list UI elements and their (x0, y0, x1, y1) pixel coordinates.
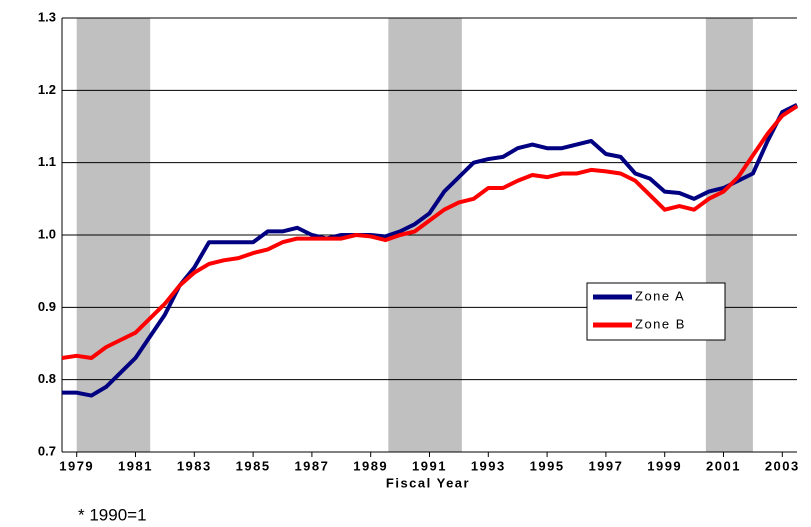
x-tick-label: 1997 (588, 458, 623, 473)
x-tick-label: 1979 (59, 458, 94, 473)
x-tick-label: 1985 (236, 458, 271, 473)
x-tick-label: 2003 (765, 458, 800, 473)
x-tick-label: 1987 (294, 458, 329, 473)
x-tick-label: 2001 (706, 458, 741, 473)
legend-label: Zone B (635, 316, 686, 331)
x-tick-label: 1981 (118, 458, 153, 473)
note: * 1990=1 (78, 505, 147, 524)
x-tick-label: 1995 (530, 458, 565, 473)
y-tick-label: 0.8 (38, 371, 56, 386)
y-tick-label: 0.7 (38, 443, 56, 458)
x-tick-label: 1983 (177, 458, 212, 473)
y-tick-label: 1.0 (38, 226, 56, 241)
y-tick-label: 1.3 (38, 9, 56, 24)
x-tick-label: 1989 (353, 458, 388, 473)
x-tick-label: 1993 (471, 458, 506, 473)
legend-box (586, 282, 726, 341)
y-tick-label: 1.2 (38, 82, 56, 97)
y-tick-label: 0.9 (38, 299, 56, 314)
x-axis-label: Fiscal Year (386, 475, 470, 490)
y-tick-label: 1.1 (38, 154, 56, 169)
legend-label: Zone A (635, 288, 685, 303)
x-tick-label: 1991 (412, 458, 447, 473)
x-tick-label: 1999 (647, 458, 682, 473)
series-line (61, 104, 799, 360)
